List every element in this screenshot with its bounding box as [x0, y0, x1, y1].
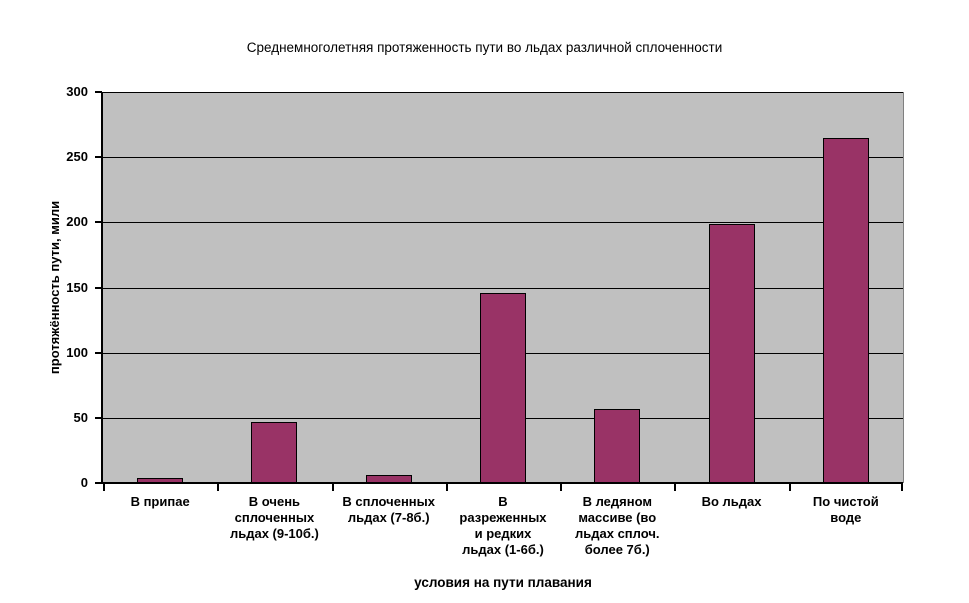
gridline-150 — [103, 288, 903, 289]
y-tick-label-200: 200 — [66, 214, 88, 229]
gridline-300 — [103, 92, 903, 93]
y-tick-label-250: 250 — [66, 149, 88, 164]
y-axis-line — [101, 92, 103, 484]
gridline-200 — [103, 222, 903, 223]
y-tick-mark-300 — [95, 91, 102, 93]
y-tick-label-50: 50 — [73, 410, 88, 425]
gridline-250 — [103, 157, 903, 158]
x-category-label-7: По чистой воде — [812, 494, 879, 525]
bar-6 — [709, 224, 755, 483]
x-category-label-1: В припае — [130, 494, 190, 509]
bar-4 — [480, 293, 526, 483]
y-tick-mark-150 — [95, 287, 102, 289]
bar-2 — [251, 422, 297, 483]
x-axis-line — [101, 482, 903, 484]
y-tick-label-150: 150 — [66, 280, 88, 295]
x-tick-mark-6 — [789, 482, 791, 491]
x-axis-title: условия на пути плавания — [414, 575, 592, 590]
y-tick-mark-0 — [95, 482, 102, 484]
x-category-label-2: В очень сплоченных льдах (9-10б.) — [229, 494, 319, 541]
x-tick-mark-2 — [332, 482, 334, 491]
x-tick-mark-1 — [217, 482, 219, 491]
y-tick-label-0: 0 — [80, 475, 88, 490]
bar-5 — [594, 409, 640, 483]
x-tick-mark-3 — [446, 482, 448, 491]
y-tick-label-100: 100 — [66, 345, 88, 360]
y-tick-mark-50 — [95, 417, 102, 419]
x-tick-mark-7 — [901, 482, 903, 491]
x-category-label-6: Во льдах — [701, 494, 762, 509]
y-tick-label-300: 300 — [66, 84, 88, 99]
y-tick-mark-250 — [95, 156, 102, 158]
x-category-label-4: В разреженных и редких льдах (1-6б.) — [459, 494, 547, 557]
x-axis-category-labels: В припае В очень сплоченных льдах (9-10б.… — [103, 494, 903, 558]
x-category-label-5: В ледяном массиве (во льдах сплоч. более… — [575, 494, 660, 557]
y-tick-mark-100 — [95, 352, 102, 354]
x-tick-mark-4 — [560, 482, 562, 491]
chart-title: Среднемноголетняя протяженность пути во … — [246, 40, 723, 55]
x-tick-mark-5 — [674, 482, 676, 491]
plot-area — [103, 92, 904, 483]
x-category-label-3: В сплоченных льдах (7-8б.) — [342, 494, 435, 525]
y-tick-mark-200 — [95, 221, 102, 223]
bar-7 — [823, 138, 869, 483]
x-tick-mark-0 — [103, 482, 105, 491]
